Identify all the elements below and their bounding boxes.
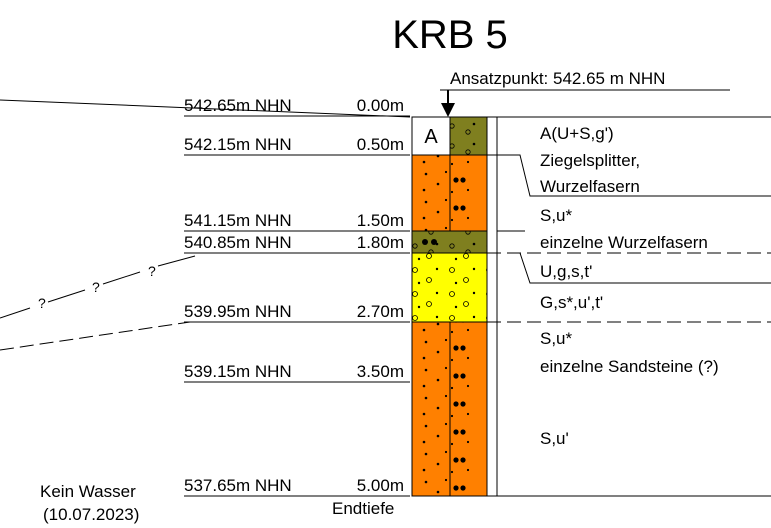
layer-description: S,u*: [540, 329, 573, 348]
layer-description: S,u*: [540, 206, 573, 225]
layer-sand: [411, 321, 451, 497]
layer-symbol: A: [424, 126, 438, 148]
layer-description: Wurzelfasern: [540, 177, 640, 196]
layer-sand: [449, 321, 488, 497]
start-point: Ansatzpunkt: 542.65 m NHN: [450, 69, 665, 88]
layer-fill: [449, 116, 488, 156]
layer-sand: [411, 154, 451, 232]
elevation-label: 539.15m NHN: [184, 362, 292, 381]
water-date: (10.07.2023): [43, 505, 139, 524]
layer-description: Ziegelsplitter,: [540, 151, 640, 170]
arrow-head: [441, 103, 455, 117]
title: KRB 5: [392, 13, 508, 57]
elevation-label: 542.65m NHN: [184, 96, 292, 115]
depth-label: 5.00m: [357, 476, 404, 495]
depth-label: 2.70m: [357, 302, 404, 321]
elevation-label: 539.95m NHN: [184, 302, 292, 321]
description-lines: [487, 116, 771, 497]
elevation-label: 537.65m NHN: [184, 476, 292, 495]
depth-label: 0.50m: [357, 135, 404, 154]
elevation-label: 540.85m NHN: [184, 233, 292, 252]
elevation-label: 542.15m NHN: [184, 135, 292, 154]
layer-description: A(U+S,g'): [540, 124, 614, 143]
question-mark: ?: [148, 263, 156, 279]
layer-sand: [449, 154, 488, 232]
layer-description: U,g,s,t': [540, 262, 592, 281]
question-mark: ?: [38, 295, 46, 311]
correlation-lines: [0, 99, 411, 351]
end-label: Endtiefe: [332, 499, 394, 518]
depth-label: 1.50m: [357, 211, 404, 230]
depth-label: 1.80m: [357, 233, 404, 252]
water-note: Kein Wasser: [40, 482, 136, 501]
depth-label: 3.50m: [357, 362, 404, 381]
layer-gravel: [411, 252, 488, 323]
layer-description: einzelne Wurzelfasern: [540, 233, 708, 252]
depth-label: 0.00m: [357, 96, 404, 115]
question-mark: ?: [92, 279, 100, 295]
layer-description: G,s*,u',t': [540, 293, 603, 312]
elevation-label: 541.15m NHN: [184, 211, 292, 230]
layer-description: S,u': [540, 429, 569, 448]
layer-description: einzelne Sandsteine (?): [540, 357, 719, 376]
